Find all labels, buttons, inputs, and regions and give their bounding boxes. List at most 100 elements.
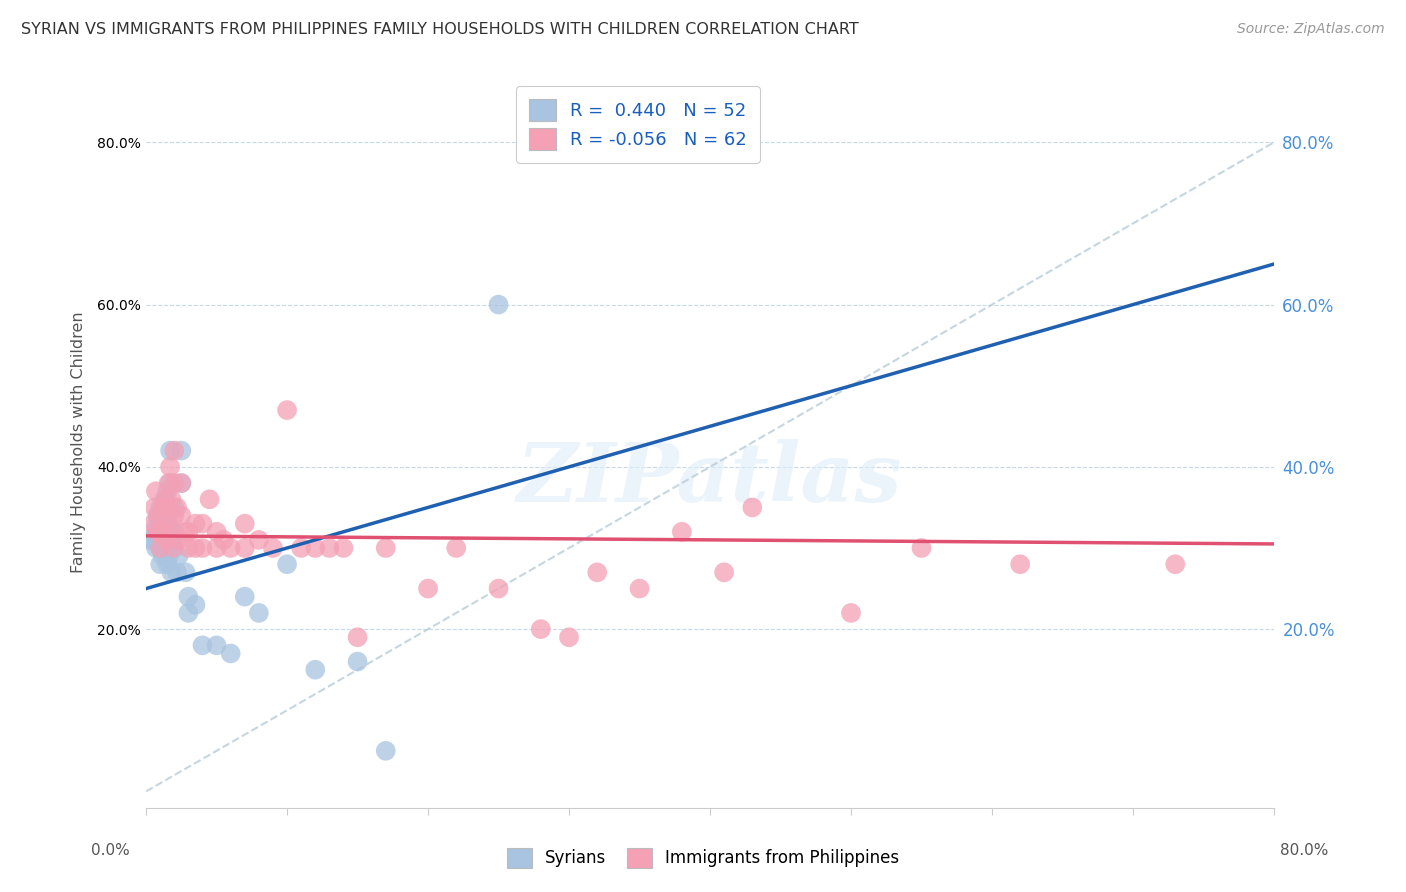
Point (145, 484, 167, 499)
Point (159, 459, 181, 474)
Point (160, 566, 183, 580)
Point (155, 492, 177, 507)
Point (152, 500, 174, 515)
Point (416, 582, 439, 596)
Point (157, 549, 180, 563)
Point (156, 541, 179, 555)
Point (149, 541, 172, 555)
Point (671, 524, 693, 539)
Point (149, 524, 172, 539)
Point (156, 516, 179, 531)
Point (159, 476, 181, 491)
Point (233, 516, 256, 531)
Point (1010, 558, 1032, 572)
Point (157, 533, 180, 547)
Point (174, 566, 197, 580)
Point (160, 492, 183, 507)
Point (153, 492, 176, 507)
Point (152, 549, 174, 563)
Point (713, 566, 735, 580)
Point (174, 524, 197, 539)
Point (167, 533, 190, 547)
Point (374, 541, 396, 555)
Point (163, 500, 186, 515)
Point (177, 524, 200, 539)
Legend: R =  0.440   N = 52, R = -0.056   N = 62: R = 0.440 N = 52, R = -0.056 N = 62 (516, 87, 759, 163)
Point (160, 524, 183, 539)
Point (146, 533, 169, 547)
Point (247, 606, 270, 620)
Point (233, 590, 256, 604)
Text: 0.0%: 0.0% (91, 843, 131, 858)
Text: ZIPatlas: ZIPatlas (517, 439, 903, 519)
Point (153, 516, 176, 531)
Point (247, 533, 270, 547)
Point (346, 655, 368, 669)
Point (276, 558, 298, 572)
Point (177, 606, 200, 620)
Point (166, 566, 188, 580)
Point (184, 541, 207, 555)
Point (276, 403, 298, 417)
Point (191, 541, 214, 555)
Point (148, 524, 170, 539)
Point (156, 533, 179, 547)
Point (219, 647, 242, 661)
Point (156, 508, 179, 523)
Point (156, 558, 179, 572)
Point (162, 533, 184, 547)
Point (205, 524, 228, 539)
Point (163, 524, 186, 539)
Point (191, 638, 214, 652)
Point (444, 541, 467, 555)
Point (146, 508, 169, 523)
Point (156, 484, 179, 499)
Point (910, 541, 932, 555)
Point (488, 582, 510, 596)
Point (148, 508, 170, 523)
Point (149, 558, 172, 572)
Point (146, 524, 169, 539)
Point (163, 443, 186, 458)
Point (159, 443, 181, 458)
Point (184, 516, 207, 531)
Point (156, 524, 179, 539)
Point (163, 508, 186, 523)
Point (142, 524, 165, 539)
Point (149, 500, 172, 515)
Text: Source: ZipAtlas.com: Source: ZipAtlas.com (1237, 22, 1385, 37)
Point (142, 516, 165, 531)
Point (155, 500, 177, 515)
Point (170, 476, 193, 491)
Point (153, 524, 176, 539)
Point (219, 541, 242, 555)
Point (152, 541, 174, 555)
Point (332, 541, 354, 555)
Point (205, 541, 228, 555)
Point (304, 663, 326, 677)
Point (205, 638, 228, 652)
Point (170, 508, 193, 523)
Legend: Syrians, Immigrants from Philippines: Syrians, Immigrants from Philippines (501, 841, 905, 875)
Point (157, 476, 180, 491)
Point (1164, 558, 1187, 572)
Point (146, 516, 169, 531)
Point (741, 500, 763, 515)
Point (152, 516, 174, 531)
Point (149, 541, 172, 555)
Point (170, 476, 193, 491)
Point (145, 541, 167, 555)
Text: SYRIAN VS IMMIGRANTS FROM PHILIPPINES FAMILY HOUSEHOLDS WITH CHILDREN CORRELATIO: SYRIAN VS IMMIGRANTS FROM PHILIPPINES FA… (21, 22, 859, 37)
Point (212, 533, 235, 547)
Point (163, 541, 186, 555)
Point (262, 541, 284, 555)
Point (166, 500, 188, 515)
Point (198, 492, 221, 507)
Point (318, 541, 340, 555)
Point (839, 606, 862, 620)
Point (233, 541, 256, 555)
Point (191, 516, 214, 531)
Point (290, 541, 312, 555)
Text: 80.0%: 80.0% (1281, 843, 1329, 858)
Point (143, 500, 166, 515)
